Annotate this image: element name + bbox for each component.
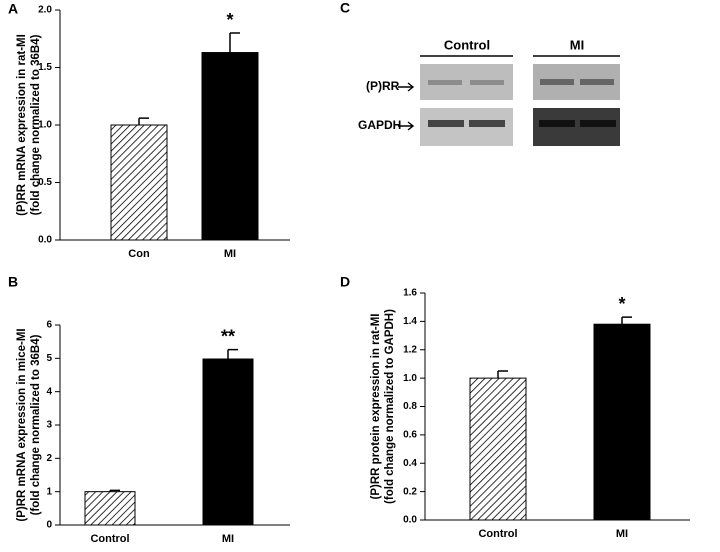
error-bar — [497, 370, 508, 379]
panel-label: C — [340, 0, 350, 16]
y-axis-label: (P)RR mRNA expression in rat-MI — [16, 34, 28, 216]
error-bar — [227, 348, 238, 359]
bar — [593, 323, 651, 521]
y-axis-label: (fold change normalized to 36B4) — [30, 334, 42, 515]
error-bar — [109, 489, 120, 492]
group-label: MI — [570, 37, 584, 52]
y-tick-label: 6 — [46, 320, 52, 331]
y-tick-label: 1.2 — [403, 344, 417, 355]
row-label: GAPDH — [358, 118, 401, 132]
y-tick-label: 1.0 — [403, 373, 417, 384]
y-axis-label: (fold change normalized to GAPDH) — [384, 309, 396, 504]
group-label: Control — [444, 37, 490, 52]
y-tick-label: 0.2 — [403, 486, 417, 497]
y-tick-label: 0.6 — [403, 430, 417, 441]
y-tick-label: 0.0 — [38, 235, 52, 246]
error-bar — [229, 32, 240, 53]
y-tick-label: 0.0 — [403, 515, 417, 526]
y-tick-label: 4 — [46, 386, 52, 397]
arrow — [398, 121, 415, 131]
y-tick-label: 2.0 — [38, 5, 52, 16]
panel-label: D — [340, 274, 350, 290]
y-tick-label: 0.5 — [38, 177, 52, 188]
y-tick-label: 0.8 — [403, 401, 417, 412]
error-bar — [621, 316, 632, 325]
x-tick-label: MI — [224, 248, 236, 260]
y-axis-label: (fold change normalized to 36B4) — [30, 34, 42, 215]
y-tick-label: 0 — [46, 520, 52, 531]
panel-label: B — [8, 274, 18, 290]
annotation: ** — [221, 326, 235, 346]
bar — [201, 52, 259, 241]
y-tick-label: 0.4 — [403, 458, 417, 469]
row-label: (P)RR — [366, 79, 400, 93]
blot-image — [420, 64, 620, 146]
y-axis-label: (P)RR mRNA expression in mice-MI — [16, 328, 28, 521]
x-tick-label: Con — [128, 248, 150, 260]
error-bar — [138, 117, 149, 125]
panel-label: A — [8, 1, 18, 17]
x-tick-label: MI — [616, 528, 628, 540]
y-tick-label: 5 — [46, 353, 52, 364]
x-tick-label: Control — [478, 528, 517, 540]
x-tick-label: MI — [222, 533, 234, 545]
bar — [469, 377, 527, 521]
y-tick-label: 1.5 — [38, 62, 52, 73]
annotation: * — [226, 10, 233, 30]
y-tick-label: 2 — [46, 453, 52, 464]
y-tick-label: 3 — [46, 420, 52, 431]
y-tick-label: 1.0 — [38, 120, 52, 131]
y-tick-label: 1.6 — [403, 288, 417, 299]
x-tick-label: Control — [90, 533, 129, 545]
y-tick-label: 1 — [46, 486, 52, 497]
arrow — [398, 82, 415, 92]
bar — [202, 358, 254, 526]
y-tick-label: 1.4 — [403, 316, 417, 327]
y-axis-label: (P)RR protein expression in rat-MI — [370, 314, 382, 500]
bar — [84, 491, 136, 526]
annotation: * — [618, 294, 625, 314]
bar — [110, 124, 168, 241]
